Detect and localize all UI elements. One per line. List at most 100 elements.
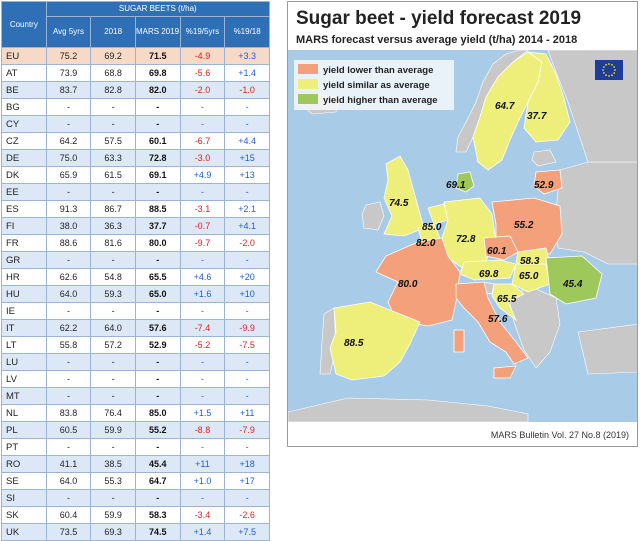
value-cell: 62.6	[45, 268, 92, 286]
country-fr	[375, 237, 461, 327]
value-cell: 64.0	[45, 285, 92, 303]
value-cell: -	[45, 438, 92, 456]
country-code-cell: SK	[1, 506, 47, 524]
value-cell: -	[134, 251, 181, 269]
country-code-cell: NL	[1, 404, 47, 422]
country-de	[441, 197, 497, 269]
value-cell: -	[224, 115, 270, 133]
table-row: ES 91.3 86.7 88.5 -3.1 +2.1	[1, 200, 270, 218]
value-cell: -	[45, 370, 92, 388]
country-code-cell: IT	[1, 319, 47, 337]
value-cell: -	[224, 98, 270, 116]
country-code-cell: LV	[1, 370, 47, 388]
value-cell: 60.5	[45, 421, 92, 439]
label-be: 82.0	[416, 238, 436, 249]
table-row: CY - - - - -	[1, 115, 270, 133]
country-code-cell: EE	[1, 183, 47, 201]
country-code-cell: BG	[1, 98, 47, 116]
value-cell: -	[90, 353, 136, 371]
value-cell: -1.0	[224, 81, 270, 99]
value-cell: +4.1	[224, 217, 270, 235]
value-cell: -	[179, 387, 226, 405]
value-cell: 55.2	[134, 421, 181, 439]
value-cell: -	[134, 489, 181, 507]
country-dk	[455, 171, 475, 193]
value-cell: 73.5	[45, 523, 92, 541]
flag-star	[602, 69, 604, 71]
country-it	[455, 281, 529, 365]
value-cell: 64.7	[134, 472, 181, 490]
europe-map: 64.7 37.7 69.1 52.9 74.5 85.0 82.0 72.8 …	[288, 49, 637, 423]
value-cell: -	[179, 438, 226, 456]
value-cell: -	[45, 183, 92, 201]
value-cell: -5.6	[179, 64, 226, 82]
country-code-cell: CY	[1, 115, 47, 133]
column-header: 2018	[90, 16, 136, 48]
value-cell: -	[134, 115, 181, 133]
norway-land	[455, 49, 529, 153]
value-cell: 36.3	[90, 217, 136, 235]
value-cell: -	[90, 302, 136, 320]
flag-star	[602, 66, 605, 68]
value-cell: -	[45, 251, 92, 269]
value-cell: 65.5	[134, 268, 181, 286]
value-cell: -	[224, 251, 270, 269]
value-cell: 55.3	[90, 472, 136, 490]
country-code-cell: RO	[1, 455, 47, 473]
turkey-land	[577, 323, 637, 375]
value-cell: -2.6	[224, 506, 270, 524]
value-labels: 64.7 37.7 69.1 52.9 74.5 85.0 82.0 72.8 …	[344, 101, 583, 349]
country-code-cell: LU	[1, 353, 47, 371]
value-cell: -5.2	[179, 336, 226, 354]
value-cell: 72.8	[134, 149, 181, 167]
table-row: BG - - - - -	[1, 98, 270, 116]
value-cell: -	[90, 387, 136, 405]
value-cell: 62.2	[45, 319, 92, 337]
value-cell: 74.5	[134, 523, 181, 541]
value-cell: 69.2	[90, 47, 136, 65]
country-code-cell: PL	[1, 421, 47, 439]
table-row: PL 60.5 59.9 55.2 -8.8 -7.9	[1, 421, 270, 439]
value-cell: +1.4	[224, 64, 270, 82]
value-cell: +1.6	[179, 285, 226, 303]
label-fi: 37.7	[527, 111, 547, 122]
map-legend: yield lower than average yield similar a…	[294, 60, 454, 110]
country-code-cell: FR	[1, 234, 47, 252]
value-cell: 82.0	[134, 81, 181, 99]
flag-star	[611, 63, 613, 66]
value-cell: -	[45, 98, 92, 116]
table-row: SK 60.4 59.9 58.3 -3.4 -2.6	[1, 506, 270, 524]
value-cell: -	[45, 489, 92, 507]
value-cell: 73.9	[45, 64, 92, 82]
value-cell: -8.8	[179, 421, 226, 439]
label-nl: 85.0	[422, 222, 442, 233]
value-cell: -	[224, 183, 270, 201]
country-code-cell: UK	[1, 523, 47, 541]
legend-label-higher: yield higher than average	[323, 95, 438, 106]
table-row: IT 62.2 64.0 57.6 -7.4 -9.9	[1, 319, 270, 337]
value-cell: 64.2	[45, 132, 92, 150]
value-cell: +20	[224, 268, 270, 286]
table-row: IE - - - - -	[1, 302, 270, 320]
legend-swatch-lower	[298, 64, 318, 74]
legend-swatch-higher	[298, 94, 318, 104]
label-se: 64.7	[495, 101, 515, 112]
value-cell: 64.0	[45, 472, 92, 490]
value-cell: -	[134, 438, 181, 456]
value-cell: 82.8	[90, 81, 136, 99]
value-cell: +10	[224, 285, 270, 303]
country-code-cell: SI	[1, 489, 47, 507]
country-lt	[533, 169, 563, 195]
bulletin-source: MARS Bulletin Vol. 27 No.8 (2019)	[490, 430, 629, 440]
table-row: GR - - - - -	[1, 251, 270, 269]
value-cell: -3.1	[179, 200, 226, 218]
value-cell: -6.7	[179, 132, 226, 150]
value-cell: -	[224, 387, 270, 405]
table-row: RO 41.1 38.5 45.4 +11 +18	[1, 455, 270, 473]
map-title: Sugar beet - yield forecast 2019	[296, 8, 582, 29]
flag-star	[614, 69, 616, 71]
table-row: HU 64.0 59.3 65.0 +1.6 +10	[1, 285, 270, 303]
country-column-header: Country	[1, 1, 47, 48]
yield-table: Country SUGAR BEETS (t/ha) Avg 5yrs 2018…	[1, 1, 271, 541]
value-cell: 38.0	[45, 217, 92, 235]
